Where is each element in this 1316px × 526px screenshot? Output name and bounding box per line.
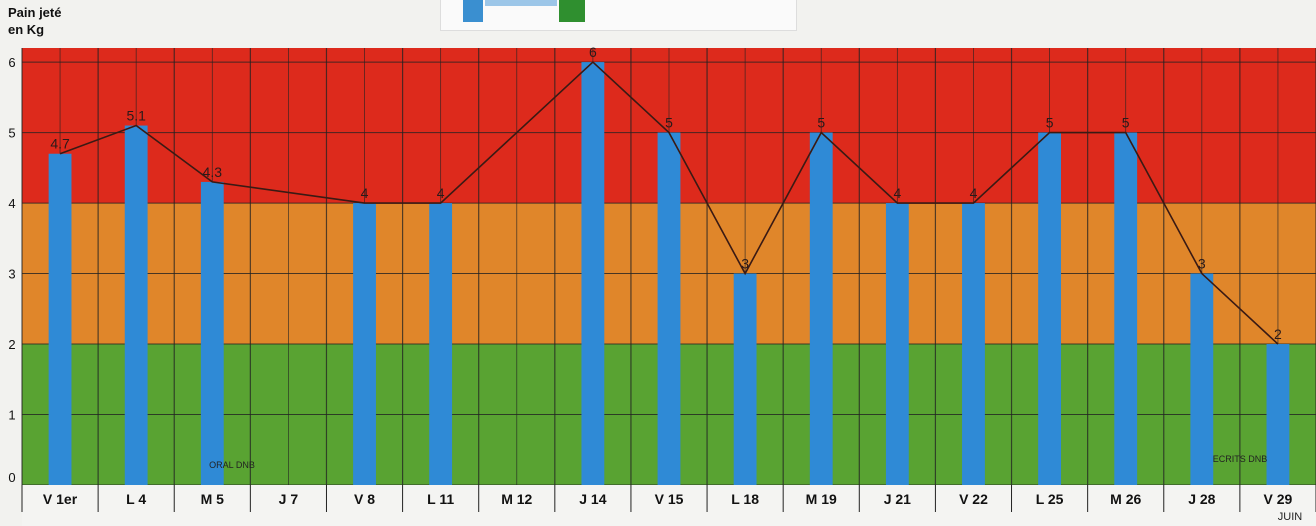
y-tick-label: 4 <box>8 196 15 211</box>
x-tick-label: L 25 <box>1036 491 1064 507</box>
annotation-oral: ORAL DNB <box>209 460 255 470</box>
y-tick-label: 2 <box>8 337 15 352</box>
y-tick-label: 1 <box>8 408 15 423</box>
bar <box>962 203 985 485</box>
x-tick-label: M 12 <box>501 491 532 507</box>
data-label: 5 <box>1046 115 1054 131</box>
bar <box>657 132 681 486</box>
data-label: 4 <box>437 185 445 201</box>
x-tick-label: M 5 <box>201 491 225 507</box>
bar <box>885 203 909 485</box>
x-tick-label: M 26 <box>1110 491 1141 507</box>
data-label: 2 <box>1274 326 1282 342</box>
data-label: 3 <box>741 256 749 272</box>
x-axis-strip <box>22 485 1316 526</box>
bar <box>200 181 224 485</box>
data-label: 4 <box>970 185 978 201</box>
x-tick-label: V 22 <box>959 491 988 507</box>
bar <box>124 125 148 485</box>
data-label: 4.7 <box>50 136 70 152</box>
data-label: 5.1 <box>126 108 146 124</box>
y-axis-label-line2: en Kg <box>8 22 45 37</box>
y-tick-label: 3 <box>8 267 15 282</box>
data-label: 4 <box>361 185 369 201</box>
x-tick-label: M 19 <box>806 491 837 507</box>
bar <box>48 153 72 485</box>
sticker-image <box>440 0 797 31</box>
y-tick-label: 6 <box>8 55 15 70</box>
x-tick-label: J 21 <box>884 491 911 507</box>
x-tick-label: J 28 <box>1188 491 1215 507</box>
bar <box>353 203 376 485</box>
y-tick-label: 0 <box>8 470 15 485</box>
x-tick-label: L 18 <box>731 491 759 507</box>
bar <box>1038 132 1062 486</box>
data-label: 5 <box>1122 115 1130 131</box>
x-tick-label: J 14 <box>579 491 606 507</box>
y-axis-label: Pain jeté en Kg <box>8 4 61 38</box>
x-tick-label: V 15 <box>655 491 684 507</box>
bar <box>733 273 757 485</box>
x-tick-label: J 7 <box>279 491 299 507</box>
bar <box>809 132 833 486</box>
bar <box>581 62 605 486</box>
bar <box>1190 273 1214 485</box>
bar <box>1266 344 1290 485</box>
y-axis-label-line1: Pain jeté <box>8 5 62 20</box>
data-label: 4 <box>893 185 901 201</box>
data-label: 5 <box>817 115 825 131</box>
x-tick-label: V 8 <box>354 491 375 507</box>
x-tick-label: V 1er <box>43 491 78 507</box>
x-tick-label: L 11 <box>427 491 454 507</box>
bar <box>429 203 453 485</box>
data-label: 4.3 <box>203 164 223 180</box>
bar <box>1114 132 1138 486</box>
annotation-ecrits: ECRITS DNB <box>1213 454 1268 464</box>
data-label: 3 <box>1198 256 1206 272</box>
data-label: 5 <box>665 115 673 131</box>
y-tick-label: 5 <box>8 126 15 141</box>
data-label: 6 <box>589 44 597 60</box>
annotation-juin: JUIN <box>1278 511 1303 523</box>
x-tick-label: L 4 <box>126 491 146 507</box>
trend-line <box>59 61 1279 345</box>
x-tick-label: V 29 <box>1264 491 1293 507</box>
